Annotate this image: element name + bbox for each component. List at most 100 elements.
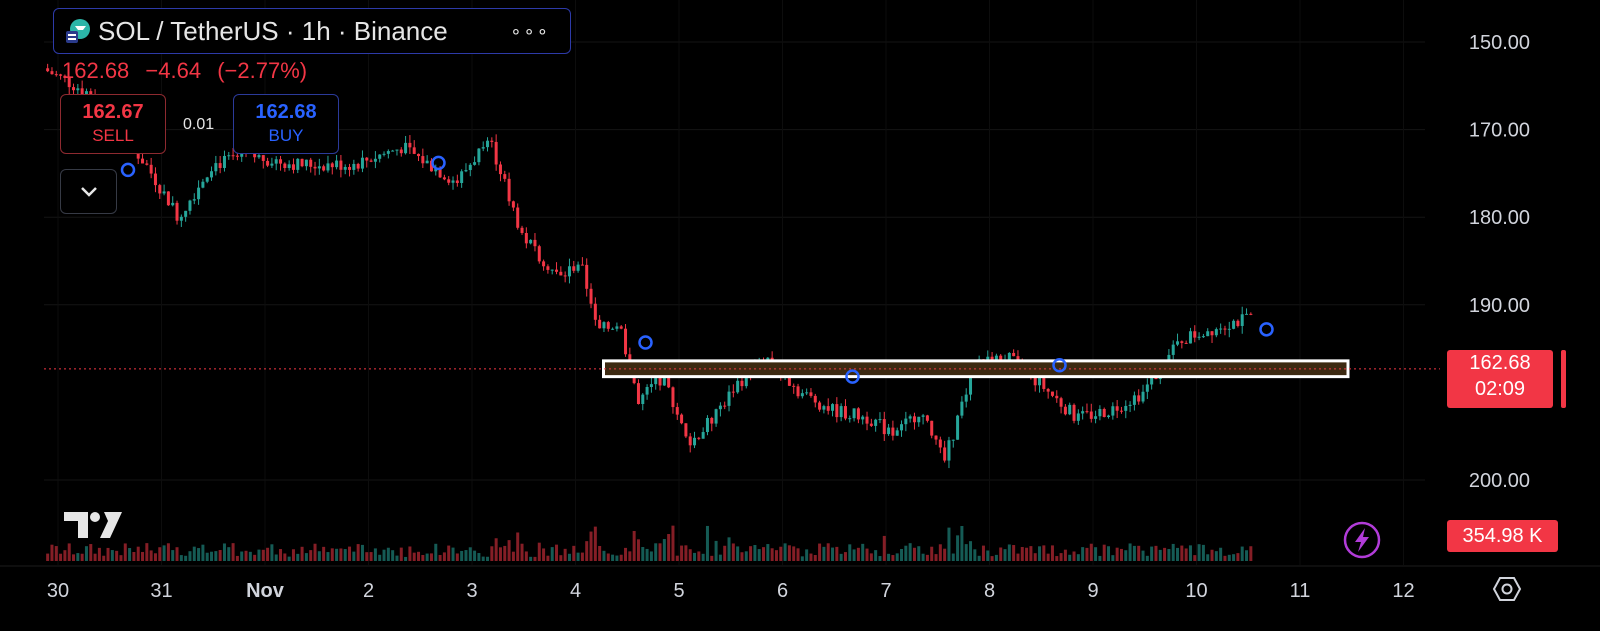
volume-bar [520,543,524,561]
candle-body [438,168,442,178]
volume-bar [861,543,865,561]
price-scale-marker [1561,350,1566,408]
candle-body [537,246,541,262]
volume-bar [97,547,101,561]
candle-body [63,75,67,78]
volume-bar [1020,547,1024,561]
time-tick-label: 4 [570,580,581,602]
more-options-icon[interactable]: ∘∘∘ [510,20,550,41]
volume-bar [1089,543,1093,561]
candle-body [1098,408,1102,417]
candle-body [149,164,153,174]
volume-bar [874,550,878,561]
candle-body [300,158,304,167]
candle-body [675,407,679,415]
volume-bar [882,535,886,561]
price-tick-label: 200.00 [1469,470,1530,492]
candle-body [455,180,459,184]
volume-bar [404,556,408,561]
volume-bar [1249,546,1253,561]
volume-bar [969,541,973,561]
volume-bar [701,553,705,561]
time-tick-label: 8 [984,580,995,602]
volume-bar [291,549,295,561]
candle-body [852,408,856,419]
candle-body [184,210,188,217]
candle-series [46,63,1253,469]
candle-body [80,88,84,95]
volume-bar [46,553,50,561]
symbol-title[interactable]: SOL / TetherUS · 1h · Binance [98,15,448,46]
candle-body [1236,320,1240,326]
candle-body [197,187,201,200]
volume-bar [615,555,619,561]
volume-bar [900,548,904,561]
volume-bar [675,555,679,561]
candle-body [744,370,748,387]
candle-body [964,394,968,402]
candle-body [576,264,580,271]
volume-bar [762,547,766,561]
volume-bar [486,556,490,561]
symbol-header[interactable]: SOL / TetherUS · 1h · Binance ∘∘∘ [53,8,571,54]
candle-body [813,395,817,403]
candle-body [1132,395,1136,405]
volume-bar [891,555,895,561]
candle-body [572,266,576,271]
candle-body [1193,331,1197,338]
candle-body [1201,336,1205,338]
candle-body [555,269,559,272]
candle-body [201,181,205,188]
buy-button[interactable]: 162.68 BUY [233,94,339,154]
candle-body [1102,408,1106,418]
candle-body [826,406,830,411]
volume-bar [175,547,179,561]
volume-bar [1128,543,1132,561]
candle-body [218,163,222,168]
candle-body [925,415,929,421]
volume-bar [925,554,929,561]
candle-body [235,155,239,157]
volume-bar [1184,548,1188,561]
volume-bar [287,556,291,561]
volume-bar [1115,547,1119,561]
sell-button[interactable]: 162.67 SELL [60,94,166,154]
volume-bar [843,552,847,561]
volume-bar [300,546,304,561]
volume-bar [464,550,468,561]
volume-bar [1201,544,1205,561]
volume-bar [244,550,248,561]
lightning-icon[interactable] [1342,520,1382,560]
volume-bar [227,547,231,561]
volume-bar [856,547,860,561]
volume-bar [986,550,990,561]
candle-body [421,156,425,164]
candle-body [451,180,455,183]
volume-bar [912,547,916,561]
volume-bar [714,540,718,561]
candle-body [1180,341,1184,343]
volume-bar [999,547,1003,561]
volume-bar [1167,548,1171,561]
candle-body [533,239,537,247]
candle-body [516,207,520,228]
candle-body [1227,328,1231,330]
volume-bar [774,550,778,561]
volume-bar [977,555,981,561]
volume-bar [930,546,934,561]
candle-body [1059,398,1063,407]
candle-body [141,158,145,164]
candle-body [274,159,278,164]
volume-bar [887,553,891,561]
chevron-down-icon [80,186,97,197]
chart-settings-icon[interactable] [1492,574,1522,604]
candle-body [348,166,352,170]
volume-bar [1042,545,1046,561]
candle-body [46,68,50,72]
volume-bar [89,544,93,561]
volume-bar [1176,547,1180,561]
volume-bar [671,525,675,561]
candle-body [869,423,873,426]
collapse-button[interactable] [60,169,117,214]
candle-body [317,166,321,169]
